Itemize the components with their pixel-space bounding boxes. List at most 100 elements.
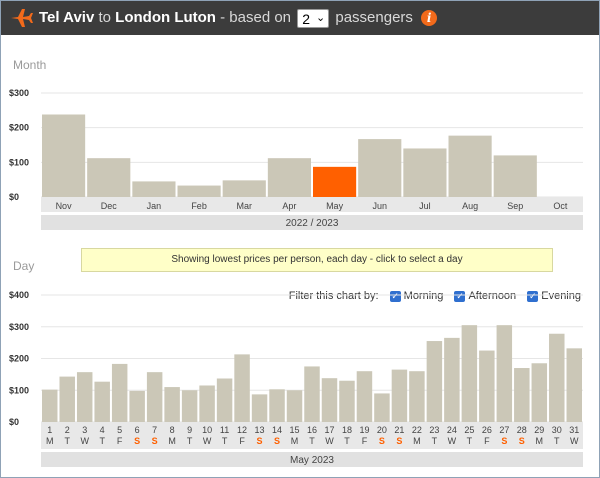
info-icon[interactable]: i	[421, 10, 438, 27]
month-tick-label: Mar	[237, 201, 253, 211]
day-bar[interactable]	[111, 363, 128, 422]
month-tick-label: Aug	[462, 201, 478, 211]
day-bar[interactable]	[444, 337, 460, 422]
day-number-label: 29	[534, 425, 544, 435]
day-bar[interactable]	[426, 341, 443, 422]
month-bar[interactable]	[267, 158, 311, 197]
day-number-label: 25	[464, 425, 474, 435]
weekday-label: W	[570, 436, 579, 446]
year-band	[41, 215, 583, 230]
afternoon-label[interactable]: Afternoon	[468, 290, 517, 303]
day-number-label: 1	[47, 425, 52, 435]
day-bar[interactable]	[514, 368, 530, 422]
weekday-label: M	[536, 436, 544, 446]
month-chart: $300 $200 $100 $0 Nov Dec Jan Feb Mar Apr May Jun Ju…	[9, 88, 583, 230]
month-year-label: May 2023	[290, 455, 334, 466]
day-bar[interactable]	[286, 390, 303, 422]
day-number-label: 17	[324, 425, 334, 435]
passengers-select[interactable]: 2 ⌄	[297, 8, 330, 28]
month-tick-label: Oct	[553, 201, 568, 211]
day-bar[interactable]	[531, 363, 548, 422]
month-bar[interactable]	[493, 155, 537, 197]
day-bar[interactable]	[461, 325, 478, 422]
day-bar[interactable]	[566, 348, 582, 422]
day-bar[interactable]	[76, 372, 93, 422]
day-bar[interactable]	[216, 378, 233, 422]
weekday-label: T	[467, 436, 473, 446]
day-bar[interactable]	[479, 350, 495, 422]
day-bar[interactable]	[409, 371, 425, 422]
day-bar[interactable]	[339, 380, 355, 422]
day-bar[interactable]	[146, 372, 163, 422]
day-number-label: 5	[117, 425, 122, 435]
weekday-label: T	[554, 436, 560, 446]
y-tick-label: $300	[9, 88, 29, 98]
day-bar[interactable]	[164, 387, 180, 422]
weekday-label: S	[152, 436, 158, 446]
y-tick-label: $300	[9, 322, 29, 332]
month-band	[41, 452, 583, 467]
day-bar[interactable]	[321, 378, 338, 422]
morning-checkbox[interactable]: ✓	[389, 290, 401, 302]
day-bar[interactable]	[42, 389, 58, 422]
evening-checkbox[interactable]: ✓	[527, 290, 539, 302]
month-bar[interactable]	[87, 158, 131, 197]
weekday-label: T	[309, 436, 315, 446]
day-bar[interactable]	[234, 354, 250, 422]
month-tick-label: Jul	[419, 201, 431, 211]
day-bar[interactable]	[251, 394, 268, 422]
day-bar[interactable]	[181, 390, 198, 422]
day-bar[interactable]	[391, 369, 408, 422]
day-bar[interactable]	[374, 393, 390, 422]
month-bar[interactable]	[358, 139, 402, 197]
month-tick-label: May	[326, 201, 344, 211]
weekday-label: M	[413, 436, 421, 446]
day-bar[interactable]	[356, 371, 373, 422]
day-bar[interactable]	[549, 333, 565, 422]
day-number-label: 12	[237, 425, 247, 435]
day-number-label: 27	[499, 425, 509, 435]
month-bar[interactable]	[403, 148, 447, 197]
day-number-label: 15	[290, 425, 300, 435]
time-filter: Filter this chart by: ✓ Morning ✓ Afternoo…	[289, 290, 581, 302]
weekday-label: S	[257, 436, 263, 446]
weekday-label: W	[325, 436, 334, 446]
day-bar[interactable]	[496, 325, 513, 422]
tooltip: Showing lowest prices per person, each d…	[81, 248, 553, 272]
day-number-label: 6	[135, 425, 140, 435]
plane-icon	[11, 9, 33, 27]
morning-label[interactable]: Morning	[403, 290, 444, 303]
month-bar[interactable]	[42, 114, 86, 197]
passengers-label: passengers	[335, 9, 413, 26]
weekday-label: S	[274, 436, 280, 446]
day-bar[interactable]	[199, 385, 215, 422]
day-number-label: 18	[342, 425, 352, 435]
month-bar[interactable]	[313, 166, 357, 197]
weekday-label: S	[519, 436, 525, 446]
day-bar[interactable]	[129, 390, 145, 422]
weekday-label: W	[448, 436, 457, 446]
day-chart: $400$300$200$100$01M2T3W4T5F6S7S8M9T10W1…	[9, 290, 583, 467]
afternoon-checkbox[interactable]: ✓	[454, 290, 466, 302]
y-tick-label: $100	[9, 157, 29, 167]
weekday-label: M	[168, 436, 176, 446]
day-bar[interactable]	[94, 381, 110, 422]
passengers-value: 2	[302, 10, 310, 27]
y-tick-label: $200	[9, 354, 29, 364]
weekday-label: S	[501, 436, 507, 446]
month-bar[interactable]	[177, 185, 221, 197]
y-tick-label: $400	[9, 290, 29, 300]
weekday-label: M	[46, 436, 54, 446]
day-number-label: 8	[170, 425, 175, 435]
day-number-label: 24	[447, 425, 457, 435]
month-bar[interactable]	[448, 135, 492, 197]
day-bar[interactable]	[59, 376, 75, 422]
month-bar[interactable]	[222, 180, 266, 197]
evening-label[interactable]: Evening	[541, 290, 581, 303]
day-bar[interactable]	[304, 366, 320, 422]
weekday-label: S	[134, 436, 140, 446]
chevron-down-icon: ⌄	[315, 11, 326, 24]
day-bar[interactable]	[269, 389, 285, 422]
month-axis-band	[41, 197, 583, 212]
month-bar[interactable]	[132, 181, 176, 197]
